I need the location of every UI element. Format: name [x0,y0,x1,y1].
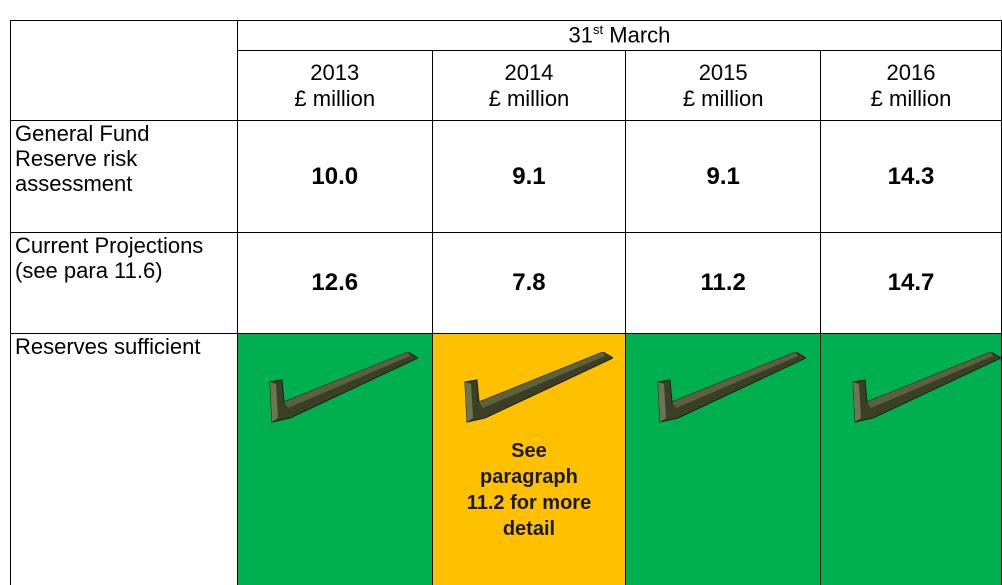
value-cell: 14.7 [819,232,1002,334]
year-header: 2015 £ million [625,50,821,121]
row-label: Reserves sufficient [10,333,238,585]
empty-cell [10,20,238,121]
value-cell: 10.0 [236,120,433,233]
checkmark [269,352,418,423]
year: 2016 [886,59,936,85]
checkmark [464,352,613,423]
date-suffix: st [593,22,604,38]
date-day: 31 [568,22,594,48]
unit: £ million [294,85,376,111]
value-cell: 14.3 [819,120,1002,233]
value-cell: 9.1 [431,120,627,233]
status-cell [819,333,1002,585]
value-cell: 7.8 [431,232,627,334]
year-header: 2013 £ million [236,50,433,121]
row-label: Current Projections (see para 11.6) [10,232,238,334]
reserves-table: 31st March 2013 £ million 2014 £ million 201… [10,20,1002,585]
checkmark [657,352,807,423]
unit: £ million [682,85,764,111]
unit: £ million [488,85,570,111]
unit: £ million [870,85,952,111]
checkmark [852,352,1001,423]
note: See paragraph 11.2 for more detail [466,440,592,540]
status-cell: See paragraph 11.2 for more detail [431,333,627,585]
value-cell: 12.6 [236,232,433,334]
year: 2014 [504,59,554,85]
value-cell: 11.2 [625,232,821,334]
status-cell [236,333,433,585]
row-label: General Fund Reserve risk assessment [10,120,238,233]
year-header: 2016 £ million [819,50,1002,121]
date-month: March [609,22,671,48]
value-cell: 9.1 [625,120,821,233]
status-cell [625,333,821,585]
year: 2013 [310,59,360,85]
date-header: 31st March [236,20,1002,51]
year: 2015 [698,59,748,85]
year-header: 2014 £ million [431,50,627,121]
